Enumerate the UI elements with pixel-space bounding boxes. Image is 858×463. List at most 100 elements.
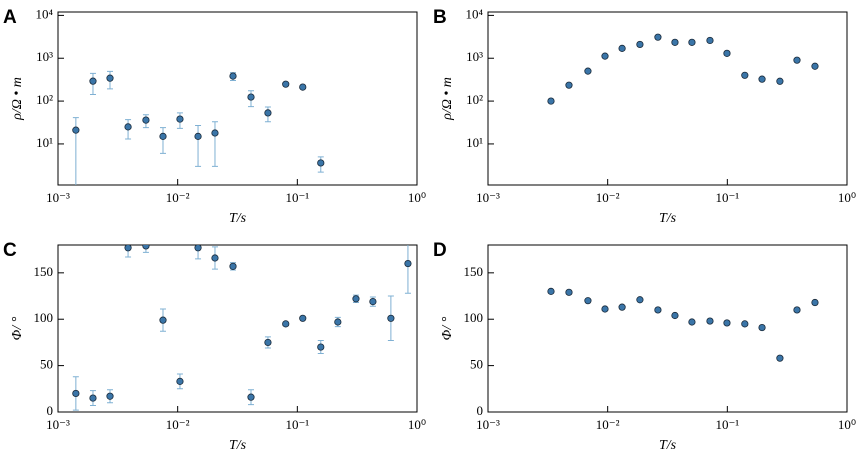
y-tick-label: 50	[470, 357, 483, 372]
y-axis-label: Φ/ °	[10, 316, 25, 340]
x-axis-label: T/s	[659, 211, 677, 226]
y-axis-label: ρ/Ω • m	[10, 77, 25, 121]
panel: 10⁻³ 10⁻² 10⁻¹ 10⁰ 10¹ 10² 10³ 10⁴ A T/s ρ/Ω • m	[3, 6, 426, 226]
panel: 10⁻³ 10⁻² 10⁻¹ 10⁰ 0 50 100 150 C T/s Φ/ °	[3, 240, 426, 453]
data-point	[176, 377, 184, 385]
x-tick-label: 10⁻³	[46, 190, 70, 205]
data-point	[654, 306, 662, 314]
y-tick-label: 0	[477, 403, 484, 418]
y-tick-label: 150	[464, 264, 484, 279]
plot-frame	[57, 244, 418, 413]
y-tick-label: 100	[464, 310, 484, 325]
x-tick-label: 10⁻²	[166, 417, 190, 432]
x-tick-label: 10⁻²	[166, 190, 190, 205]
data-point	[793, 56, 801, 64]
data-point	[142, 245, 150, 250]
data-point	[124, 123, 132, 131]
data-point	[741, 320, 749, 328]
data-point	[811, 298, 819, 307]
y-tick-label: 10²	[466, 92, 483, 107]
plot-area	[72, 70, 325, 185]
data-point	[811, 62, 819, 70]
x-axis-label: T/s	[659, 438, 677, 453]
data-point	[247, 393, 255, 401]
data-point	[317, 343, 325, 351]
data-point	[282, 320, 290, 328]
x-tick-label: 10⁰	[408, 190, 426, 205]
data-point	[72, 389, 80, 398]
data-point	[671, 311, 679, 320]
data-point	[636, 296, 644, 304]
data-point	[387, 314, 395, 322]
data-point	[194, 132, 202, 140]
data-point	[584, 297, 592, 305]
data-point	[723, 319, 731, 327]
panel-label: B	[433, 7, 447, 28]
y-tick-label: 100	[34, 310, 54, 325]
data-point	[334, 318, 342, 326]
y-tick-label: 10⁴	[465, 6, 483, 21]
panel: 10⁻³ 10⁻² 10⁻¹ 10⁰ 0 50 100 150 D T/s Φ/ °	[433, 240, 856, 453]
data-point	[247, 93, 255, 101]
x-tick-label: 10⁰	[408, 417, 426, 432]
data-point	[758, 75, 766, 83]
data-point	[229, 72, 237, 80]
data-point	[706, 36, 714, 45]
data-point	[547, 287, 555, 295]
plot-area	[547, 287, 819, 362]
x-tick-label: 10⁻²	[596, 417, 620, 432]
error-bar	[159, 127, 166, 154]
y-tick-label: 10²	[36, 92, 53, 107]
y-axis-label: Φ/ °	[440, 316, 455, 340]
error-bar	[211, 121, 218, 167]
data-point	[229, 262, 237, 270]
data-point	[89, 77, 97, 85]
data-point	[264, 109, 272, 117]
panel-label: A	[3, 7, 17, 28]
data-point	[565, 288, 573, 296]
plot-area	[72, 245, 412, 411]
data-point	[776, 77, 784, 85]
data-point	[758, 323, 766, 332]
data-point	[793, 306, 801, 314]
panel: 10⁻³ 10⁻² 10⁻¹ 10⁰ 10¹ 10² 10³ 10⁴ B T/s ρ/Ω • m	[433, 6, 856, 226]
x-tick-label: 10⁻¹	[285, 190, 309, 205]
data-point	[299, 83, 307, 91]
data-point	[89, 394, 97, 402]
x-tick-label: 10⁰	[838, 417, 856, 432]
data-point	[211, 254, 219, 262]
y-tick-label: 10³	[466, 49, 483, 64]
data-point	[618, 44, 626, 52]
y-tick-label: 10³	[36, 49, 53, 64]
data-point	[565, 81, 573, 89]
plot-area	[547, 33, 819, 105]
data-point	[194, 245, 202, 252]
data-point	[547, 97, 555, 105]
data-point	[159, 316, 167, 324]
data-point	[176, 115, 184, 123]
y-tick-label: 150	[34, 264, 54, 279]
data-point	[352, 295, 360, 303]
y-tick-label: 0	[47, 403, 54, 418]
data-point	[106, 74, 114, 82]
data-point	[142, 116, 150, 124]
error-bar	[195, 124, 202, 167]
x-axis-label: T/s	[229, 211, 247, 226]
data-point	[654, 33, 662, 41]
data-point	[671, 38, 679, 46]
data-point	[106, 392, 114, 400]
data-point	[601, 52, 609, 60]
data-point	[264, 338, 272, 347]
x-tick-label: 10⁻³	[46, 417, 70, 432]
data-point	[706, 317, 714, 325]
data-point	[723, 49, 731, 57]
x-tick-label: 10⁻¹	[715, 417, 739, 432]
data-point	[124, 245, 132, 252]
data-point	[369, 297, 377, 306]
data-point	[159, 132, 167, 140]
y-tick-label: 10¹	[36, 135, 53, 150]
x-tick-label: 10⁻³	[476, 417, 500, 432]
x-tick-label: 10⁻²	[596, 190, 620, 205]
data-point	[404, 259, 412, 268]
